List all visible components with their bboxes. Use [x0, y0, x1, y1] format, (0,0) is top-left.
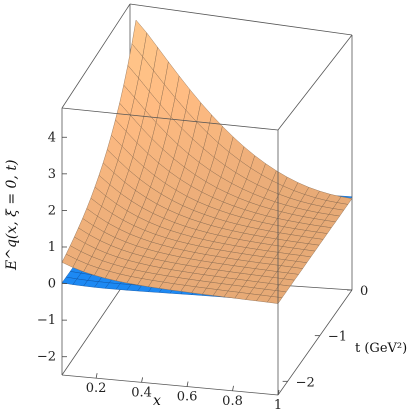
- x-axis-label: x: [153, 393, 161, 409]
- box-edge: [62, 275, 130, 375]
- z-tick-label: 2: [48, 203, 56, 218]
- z-tick-label: 4: [48, 130, 56, 145]
- z-tick-label: 1: [48, 240, 56, 255]
- z-tick-label: −2: [37, 350, 56, 365]
- t-tick-label: 0: [360, 284, 368, 299]
- x-tick-label: 0.6: [177, 390, 198, 405]
- x-tick-mark: [187, 382, 188, 387]
- box-edge: [62, 4, 130, 108]
- z-tick-label: −1: [37, 313, 56, 328]
- x-tick-label: 1: [274, 398, 282, 409]
- z-axis-label: E^q(x, ξ = 0, t): [4, 160, 20, 271]
- z-tick-label: 3: [48, 167, 56, 182]
- box-edge: [130, 4, 352, 35]
- x-axis-ticks: 0.2 0.4 0.6 0.8 1: [86, 373, 282, 409]
- t-tick-label: −1: [328, 330, 347, 345]
- x-tick-mark: [96, 373, 97, 378]
- z-tick-label: 0: [48, 277, 56, 292]
- x-tick-label: 0.2: [86, 381, 107, 396]
- t-axis-label: t (GeV²): [355, 341, 407, 356]
- orange-surface: [62, 20, 352, 304]
- box-edge: [278, 35, 352, 130]
- x-tick-mark: [233, 386, 234, 391]
- x-tick-mark: [142, 377, 143, 382]
- z-axis-ticks: 4 3 2 1 0 −1 −2: [37, 130, 67, 364]
- t-axis-ticks: 0 −1 −2: [283, 284, 369, 390]
- x-tick-label: 0.8: [222, 394, 243, 409]
- t-tick-label: −2: [296, 375, 315, 390]
- x-tick-label: 0.4: [131, 385, 152, 400]
